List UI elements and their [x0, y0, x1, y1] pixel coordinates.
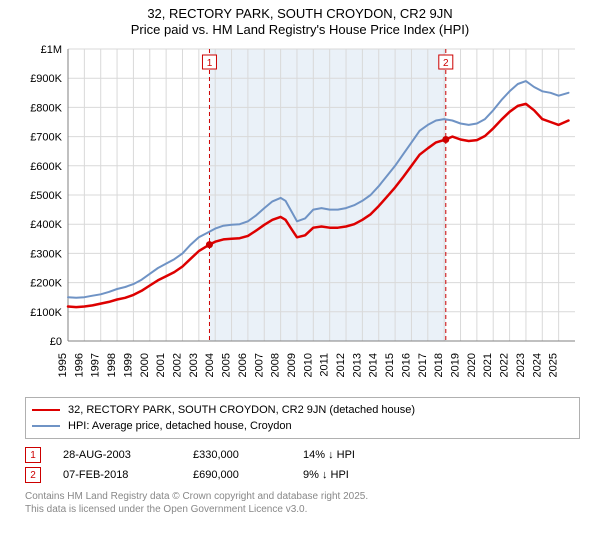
y-tick-label: £800K — [30, 102, 62, 114]
y-tick-label: £300K — [30, 248, 62, 260]
x-tick-label: 2024 — [531, 353, 543, 377]
x-tick-label: 2009 — [286, 353, 298, 377]
y-tick-label: £900K — [30, 73, 62, 85]
legend-label: 32, RECTORY PARK, SOUTH CROYDON, CR2 9JN… — [68, 404, 415, 416]
sale-marker-number: 2 — [443, 58, 449, 69]
x-tick-label: 2014 — [368, 353, 380, 377]
title-line-2: Price paid vs. HM Land Registry's House … — [10, 22, 590, 37]
x-tick-label: 1997 — [90, 353, 102, 377]
legend-row: 32, RECTORY PARK, SOUTH CROYDON, CR2 9JN… — [32, 402, 573, 418]
sale-point-dot — [206, 241, 213, 248]
x-tick-label: 2013 — [351, 353, 363, 377]
sale-markers-table: 1 28-AUG-2003£330,00014% ↓ HPI 2 07-FEB-201… — [25, 445, 590, 485]
title-line-1: 32, RECTORY PARK, SOUTH CROYDON, CR2 9JN — [10, 6, 590, 21]
sale-row-badge: 2 — [25, 467, 41, 483]
sale-row: 2 07-FEB-2018£690,0009% ↓ HPI — [25, 465, 590, 485]
x-tick-label: 2005 — [221, 353, 233, 377]
y-tick-label: £600K — [30, 161, 62, 173]
x-tick-label: 2020 — [466, 353, 478, 377]
y-tick-label: £200K — [30, 278, 62, 290]
x-tick-label: 2010 — [302, 353, 314, 377]
sale-row-date: 07-FEB-2018 — [63, 469, 193, 481]
x-tick-label: 2018 — [433, 353, 445, 377]
sale-row-delta: 14% ↓ HPI — [303, 449, 433, 461]
legend-row: HPI: Average price, detached house, Croy… — [32, 418, 573, 434]
x-tick-label: 2022 — [499, 353, 511, 377]
x-tick-label: 2008 — [270, 353, 282, 377]
x-tick-label: 2021 — [482, 353, 494, 377]
chart-area: £0 £100K £200K £300K £400K £500K £600K £700K £80… — [20, 41, 580, 391]
x-tick-label: 1996 — [73, 353, 85, 377]
sale-row: 1 28-AUG-2003£330,00014% ↓ HPI — [25, 445, 590, 465]
footnote-line-1: Contains HM Land Registry data © Crown c… — [25, 491, 590, 504]
sale-row-date: 28-AUG-2003 — [63, 449, 193, 461]
sale-point-dot — [442, 136, 449, 143]
x-tick-label: 1999 — [122, 353, 134, 377]
y-tick-label: £0 — [50, 336, 62, 348]
x-tick-label: 2023 — [515, 353, 527, 377]
sale-row-price: £690,000 — [193, 469, 303, 481]
x-tick-label: 2001 — [155, 353, 167, 377]
sale-marker-number: 1 — [207, 58, 213, 69]
x-tick-label: 1995 — [57, 353, 69, 377]
legend-swatch — [32, 409, 60, 411]
y-tick-label: £400K — [30, 219, 62, 231]
x-tick-label: 1998 — [106, 353, 118, 377]
sale-row-price: £330,000 — [193, 449, 303, 461]
line-chart-svg: £0 £100K £200K £300K £400K £500K £600K £700K £80… — [20, 41, 580, 391]
legend-label: HPI: Average price, detached house, Croy… — [68, 420, 292, 432]
x-tick-label: 2012 — [335, 353, 347, 377]
y-tick-label: £700K — [30, 132, 62, 144]
chart-title-block: 32, RECTORY PARK, SOUTH CROYDON, CR2 9JN… — [10, 6, 590, 37]
x-tick-label: 2002 — [171, 353, 183, 377]
x-tick-label: 2003 — [188, 353, 200, 377]
x-tick-label: 2016 — [400, 353, 412, 377]
x-tick-label: 2006 — [237, 353, 249, 377]
y-tick-label: £1M — [41, 44, 62, 56]
x-tick-label: 2017 — [417, 353, 429, 377]
x-tick-label: 2025 — [548, 353, 560, 377]
x-tick-label: 2015 — [384, 353, 396, 377]
x-tick-label: 2004 — [204, 353, 216, 377]
legend: 32, RECTORY PARK, SOUTH CROYDON, CR2 9JN… — [25, 397, 580, 439]
x-tick-label: 2000 — [139, 353, 151, 377]
sale-row-badge: 1 — [25, 447, 41, 463]
y-tick-label: £100K — [30, 307, 62, 319]
sale-row-delta: 9% ↓ HPI — [303, 469, 433, 481]
y-tick-label: £500K — [30, 190, 62, 202]
footnote: Contains HM Land Registry data © Crown c… — [25, 491, 590, 516]
footnote-line-2: This data is licensed under the Open Gov… — [25, 504, 590, 517]
x-tick-label: 2007 — [253, 353, 265, 377]
x-tick-label: 2019 — [450, 353, 462, 377]
x-tick-label: 2011 — [319, 353, 331, 377]
legend-swatch — [32, 425, 60, 427]
